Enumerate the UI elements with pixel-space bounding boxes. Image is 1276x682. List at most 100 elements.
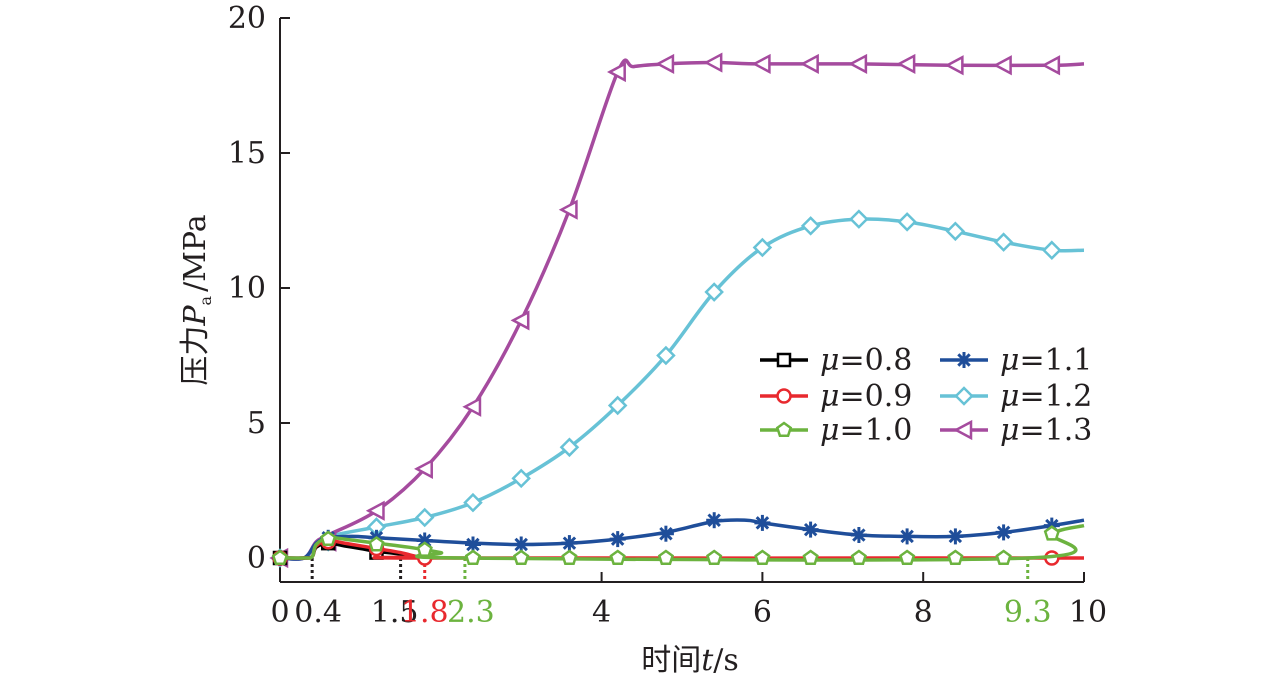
data-point: [1042, 240, 1062, 260]
data-point: [953, 419, 973, 441]
data-point: [559, 437, 580, 458]
data-point: [849, 209, 869, 229]
series-line: [279, 518, 1085, 561]
data-point: [754, 514, 771, 531]
series-group: [269, 52, 1085, 569]
data-point: [1041, 55, 1061, 76]
x-tick-label: 8: [914, 595, 933, 630]
data-point: [365, 500, 385, 521]
legend-label: μ=1.0: [820, 413, 912, 448]
series-μ=1.3: [269, 52, 1085, 569]
x-axis-label: 时间t/s: [641, 643, 739, 678]
y-tick-label: 15: [228, 136, 266, 171]
y-axis-label-subscript: a: [196, 295, 215, 305]
data-point: [848, 53, 868, 74]
legend-item: μ=0.9: [760, 379, 912, 414]
legend-label: μ=0.8: [820, 343, 912, 378]
series-line: [279, 58, 1085, 561]
y-tick-label: 10: [228, 271, 266, 306]
data-point: [704, 282, 724, 302]
asterisk-stroke: [996, 525, 1011, 540]
y-tick-label: 5: [247, 406, 266, 441]
x-axis-label-symbol: t: [701, 643, 714, 678]
legend-value: =0.9: [840, 379, 913, 414]
legend-symbol: μ: [820, 343, 840, 378]
data-point: [947, 549, 964, 565]
data-point: [416, 541, 433, 557]
asterisk-stroke: [707, 513, 721, 527]
data-point: [751, 53, 771, 74]
data-point: [463, 492, 483, 513]
data-point: [954, 386, 974, 406]
series-μ=1.0: [271, 523, 1085, 565]
axes: [279, 18, 1084, 583]
data-point: [800, 216, 821, 236]
y-axis-label-symbol: P: [178, 305, 213, 327]
data-point: [776, 388, 792, 404]
data-point: [899, 549, 916, 565]
asterisk-stroke: [900, 529, 914, 544]
x-tick-label: 1.5: [371, 595, 419, 630]
x-tick-label: 0: [270, 595, 289, 630]
data-point: [561, 549, 578, 565]
data-point: [464, 549, 482, 565]
data-point: [271, 549, 289, 565]
asterisk-stroke: [610, 532, 625, 546]
data-point: [607, 61, 626, 83]
data-point: [414, 507, 435, 528]
vertical-dashed-markers: [310, 558, 1030, 582]
legend-label: μ=1.1: [1000, 343, 1092, 378]
y-axis-label-prefix: 压力: [178, 326, 213, 386]
data-point: [561, 535, 578, 552]
asterisk-stroke: [659, 526, 673, 541]
data-point: [995, 549, 1012, 565]
asterisk-stroke: [755, 516, 770, 530]
data-point: [850, 549, 867, 565]
data-point: [752, 237, 773, 258]
legend-value: =1.0: [840, 413, 913, 448]
data-point: [947, 528, 964, 545]
legend-value: =1.3: [1020, 413, 1093, 448]
asterisk-stroke: [948, 529, 963, 544]
data-point: [850, 527, 867, 543]
data-point: [799, 53, 819, 74]
data-point: [945, 221, 966, 242]
legend-item: μ=1.2: [940, 379, 1092, 414]
x-tick-label: 9.3: [1004, 595, 1052, 630]
data-point: [992, 55, 1012, 76]
data-point: [995, 524, 1012, 541]
x-tick-label: 10: [1069, 595, 1107, 630]
data-point: [656, 345, 676, 366]
legend-item: μ=1.0: [760, 413, 912, 448]
data-point: [414, 458, 433, 479]
y-ticks: 0 5 10 15 20: [228, 1, 290, 576]
asterisk-stroke: [852, 528, 866, 542]
asterisk-stroke: [803, 522, 818, 537]
series-μ=1.1: [272, 512, 1085, 566]
y-axis-label: 压力Pa/MPa: [178, 214, 215, 385]
legend-item: μ=0.8: [760, 343, 912, 378]
data-point: [956, 352, 972, 368]
x-tick-label: 6: [753, 595, 772, 630]
data-point: [465, 536, 481, 553]
data-point: [513, 549, 530, 565]
x-tick-label: 1.8: [401, 595, 449, 630]
asterisk-stroke: [514, 537, 528, 552]
x-tick-label: 2.3: [447, 595, 495, 630]
data-point: [657, 525, 674, 542]
x-axis-label-prefix: 时间: [641, 643, 701, 678]
data-point: [897, 212, 917, 232]
data-point: [776, 352, 792, 368]
legend-value: =0.8: [840, 343, 913, 378]
data-point: [320, 530, 337, 547]
data-point: [993, 232, 1014, 252]
data-point: [657, 549, 675, 565]
legend-symbol: μ: [1000, 343, 1020, 378]
legend-symbol: μ: [1000, 413, 1020, 448]
data-point: [462, 396, 482, 417]
data-point: [609, 549, 626, 565]
data-point: [802, 549, 819, 565]
data-point: [775, 421, 793, 437]
data-point: [1043, 525, 1060, 541]
y-axis-label-unit: /MPa: [178, 214, 213, 292]
